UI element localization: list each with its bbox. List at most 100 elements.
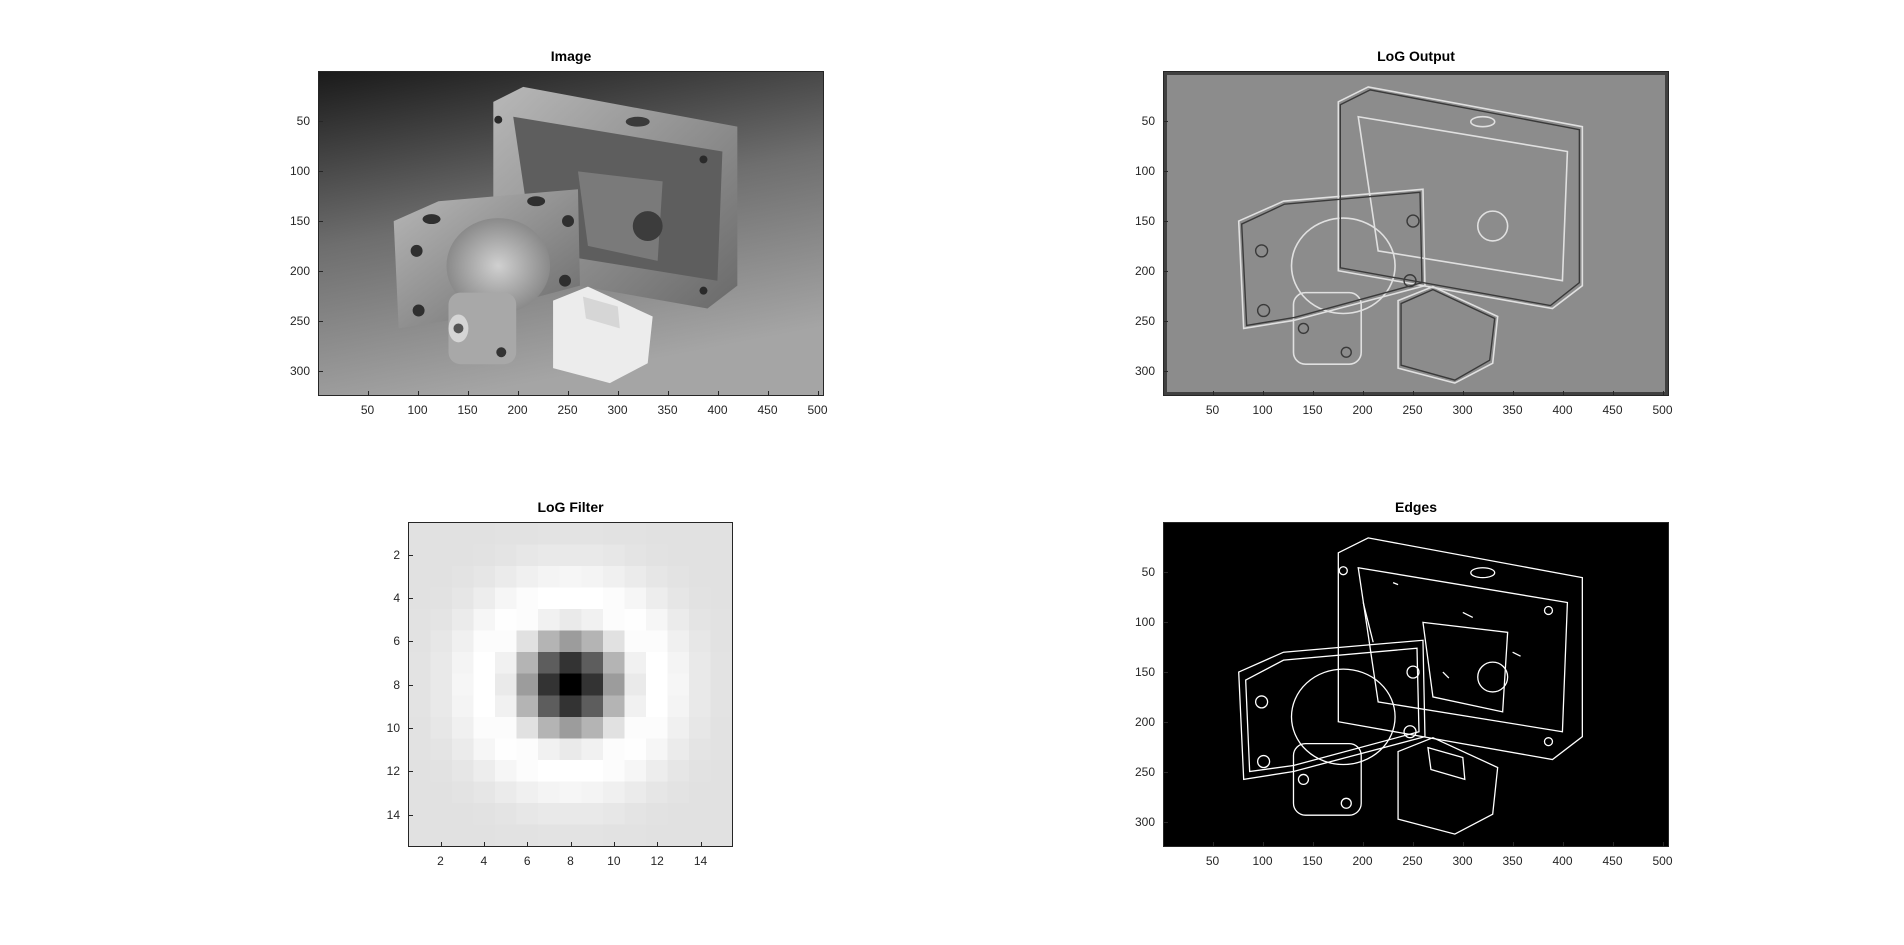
kernel-cell xyxy=(473,587,496,610)
kernel-cell xyxy=(688,695,711,718)
kernel-cell xyxy=(667,759,690,782)
y-tick-mark xyxy=(409,641,413,643)
x-tick-mark xyxy=(700,842,702,846)
image-axes xyxy=(318,71,824,396)
y-tick-mark xyxy=(1164,771,1168,773)
kernel-cell xyxy=(602,781,625,804)
y-tick-label: 300 xyxy=(1134,814,1155,829)
kernel-cell xyxy=(688,587,711,610)
x-tick-label: 400 xyxy=(1552,854,1573,868)
kernel-cell xyxy=(688,716,711,739)
kernel-cell xyxy=(688,824,711,846)
y-tick-mark xyxy=(319,220,323,222)
kernel-cell xyxy=(452,523,475,545)
kernel-cell xyxy=(645,824,668,846)
kernel-cell xyxy=(602,523,625,545)
x-tick-mark xyxy=(1312,842,1314,846)
y-tick-mark xyxy=(1164,370,1168,372)
kernel-cell xyxy=(602,587,625,610)
kernel-cell xyxy=(624,759,647,782)
x-tick-label: 150 xyxy=(1302,403,1323,417)
kernel-cell xyxy=(430,652,453,675)
y-tick-label: 150 xyxy=(1134,213,1155,228)
kernel-cell xyxy=(430,802,453,825)
kernel-cell xyxy=(688,673,711,696)
y-tick-label: 14 xyxy=(386,807,400,822)
kernel-cell xyxy=(645,802,668,825)
y-tick-mark xyxy=(319,170,323,172)
x-tick-label: 450 xyxy=(1602,854,1623,868)
x-tick-label: 350 xyxy=(1502,854,1523,868)
kernel-cell xyxy=(516,587,539,610)
y-tick-mark xyxy=(409,771,413,773)
x-tick-mark xyxy=(657,842,659,846)
kernel-cell xyxy=(581,738,604,761)
x-tick-mark xyxy=(667,391,669,395)
y-tick-label: 200 xyxy=(1134,263,1155,278)
kernel-cell xyxy=(495,695,518,718)
y-tick-mark xyxy=(1164,821,1168,823)
kernel-cell xyxy=(559,802,582,825)
panel-title-image: Image xyxy=(550,48,592,64)
kernel-cell xyxy=(430,609,453,632)
kernel-cell xyxy=(602,759,625,782)
kernel-cell xyxy=(688,630,711,653)
kernel-cell xyxy=(710,802,732,825)
kernel-cell xyxy=(624,802,647,825)
kernel-cell xyxy=(602,652,625,675)
x-tick-mark xyxy=(1562,842,1564,846)
kernel-cell xyxy=(667,544,690,567)
y-tick-label: 150 xyxy=(1134,664,1155,679)
y-tick-label: 200 xyxy=(1134,714,1155,729)
kernel-cell xyxy=(538,802,561,825)
kernel-cell xyxy=(559,738,582,761)
kernel-cell xyxy=(516,695,539,718)
kernel-cell xyxy=(516,802,539,825)
kernel-cell xyxy=(409,673,431,696)
kernel-cell xyxy=(624,652,647,675)
x-tick-mark xyxy=(1412,391,1414,395)
kernel-cell xyxy=(409,716,431,739)
x-tick-mark xyxy=(717,391,719,395)
kernel-cell xyxy=(516,566,539,589)
kernel-cell xyxy=(624,716,647,739)
kernel-cell xyxy=(430,781,453,804)
kernel-cell xyxy=(645,695,668,718)
kernel-cell xyxy=(430,523,453,545)
kernel-cell xyxy=(495,738,518,761)
kernel-cell xyxy=(602,738,625,761)
kernel-cell xyxy=(538,781,561,804)
x-tick-mark xyxy=(567,391,569,395)
kernel-cell xyxy=(559,652,582,675)
kernel-cell xyxy=(430,759,453,782)
kernel-cell xyxy=(430,695,453,718)
kernel-cell xyxy=(409,824,431,846)
y-tick-label: 50 xyxy=(1141,564,1155,579)
x-tick-label: 250 xyxy=(1402,854,1423,868)
x-tick-label: 400 xyxy=(1552,403,1573,417)
y-tick-mark xyxy=(319,270,323,272)
kernel-cell xyxy=(645,652,668,675)
x-tick-label: 6 xyxy=(523,854,531,868)
kernel-cell xyxy=(710,609,732,632)
kernel-cell xyxy=(538,544,561,567)
x-tick-label: 500 xyxy=(1652,854,1673,868)
kernel-cell xyxy=(495,544,518,567)
kernel-cell xyxy=(710,630,732,653)
kernel-cell xyxy=(559,523,582,545)
y-tick-mark xyxy=(1164,571,1168,573)
x-tick-label: 100 xyxy=(1252,403,1273,417)
kernel-cell xyxy=(452,824,475,846)
kernel-cell xyxy=(409,523,431,545)
x-tick-label: 450 xyxy=(1602,403,1623,417)
kernel-cell xyxy=(430,738,453,761)
kernel-cell xyxy=(452,781,475,804)
kernel-cell xyxy=(409,630,431,653)
kernel-cell xyxy=(581,695,604,718)
kernel-cell xyxy=(624,609,647,632)
kernel-cell xyxy=(516,759,539,782)
kernel-cell xyxy=(602,824,625,846)
kernel-cell xyxy=(624,523,647,545)
kernel-cell xyxy=(473,781,496,804)
x-tick-label: 8 xyxy=(567,854,574,868)
